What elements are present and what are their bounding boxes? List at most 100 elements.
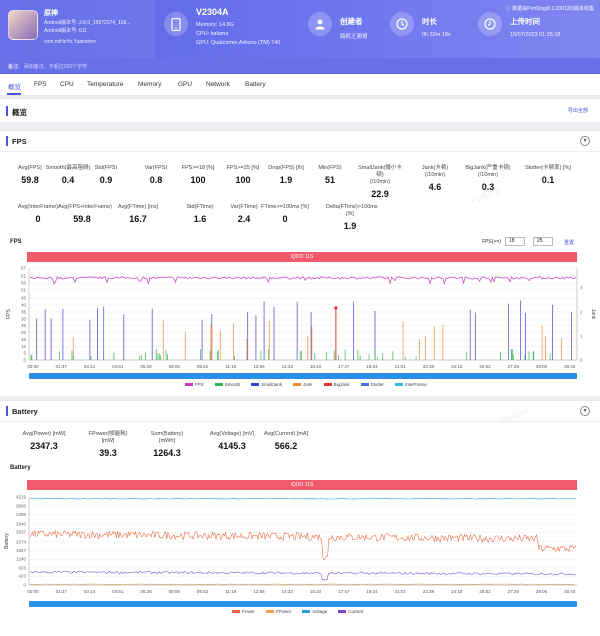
stat-value: 0.1 — [541, 175, 555, 185]
legend-item[interactable]: BigJank — [323, 382, 350, 387]
app-name: 原神 — [44, 10, 58, 17]
stat-label: Smooth(最高阻碍) — [45, 165, 91, 171]
y-tick-label: 2537 — [16, 530, 27, 535]
legend-label: Smooth — [224, 382, 241, 387]
note-label: 备注: — [8, 64, 20, 70]
y-tick-label: 51 — [21, 287, 27, 292]
battery-header: Battery ▾ — [0, 401, 600, 422]
x-tick-label: 29:06 — [536, 589, 548, 594]
stat-value: 0.3 — [481, 182, 495, 192]
note-bar[interactable]: 备注: 添加备注，不超过200个字符 — [0, 58, 600, 74]
y-tick-label-right: 1 — [580, 334, 583, 339]
legend-label: Current — [348, 609, 364, 614]
stat-value: 2347.3 — [30, 441, 58, 451]
tab-fps[interactable]: FPS — [34, 81, 47, 88]
x-tick-label: 00:00 — [27, 589, 39, 594]
legend-swatch — [214, 383, 223, 386]
overview-header: 概览 导出全部 — [0, 99, 600, 123]
x-tick-label: 17:47 — [338, 364, 350, 369]
legend-swatch — [302, 610, 311, 613]
tab-temperature[interactable]: Temperature — [87, 81, 124, 88]
y-tick-label: 3805 — [16, 503, 27, 508]
x-tick-label: 06:28 — [140, 364, 152, 369]
legend-item[interactable]: Smooth — [214, 382, 241, 387]
fps-threshold-input-2[interactable]: 25 — [533, 237, 553, 246]
y-tick-label: 61 — [21, 274, 27, 279]
note-input[interactable]: 添加备注，不超过200个字符 — [23, 64, 88, 70]
device-band: iQOO 11S — [27, 252, 577, 262]
stat-avg-fps: Avg(FPS) 59.8 — [6, 165, 54, 185]
x-tick-label: 24:15 — [451, 364, 463, 369]
y-tick-label: 2074 — [16, 539, 27, 544]
x-tick-label: 22:38 — [423, 589, 435, 594]
legend-item[interactable]: Power — [232, 609, 255, 614]
device-name: V2304A — [196, 7, 229, 17]
legend-item[interactable]: Stutter — [360, 382, 384, 387]
legend-item[interactable]: FPower — [265, 609, 292, 614]
legend-item[interactable]: FPS — [185, 382, 204, 387]
voltage-series-line — [30, 498, 577, 500]
stat-value: 566.2 — [274, 441, 298, 451]
fps-threshold-apply[interactable]: 重置 — [564, 240, 575, 246]
stat-label: Var(FPS) — [144, 165, 168, 171]
phone-icon — [164, 12, 188, 36]
battery-chart: 0 423 823 1240 1657 2074 2537 2940 3388 3805 4229 B… — [4, 495, 577, 594]
stat-label: Avg(InterFrame) — [18, 204, 58, 210]
x-tick-label: 16:10 — [310, 364, 322, 369]
export-all-link[interactable]: 导出全部 — [567, 108, 588, 114]
legend-item[interactable]: InterFrame — [394, 382, 427, 387]
collapse-icon[interactable]: ▾ — [580, 406, 590, 416]
legend-item[interactable]: Jank — [293, 382, 313, 387]
tab-overview[interactable]: 概览 — [8, 84, 21, 91]
fps-threshold-input-1[interactable]: 18 — [505, 237, 525, 246]
y-tick-label: 0 — [23, 358, 26, 363]
device-info: V2304A Memory: 14.8G CPU: kalama GPU: Qu… — [158, 0, 298, 58]
stat-label: Jank(卡顿) (/10min) — [421, 165, 449, 178]
tab-network[interactable]: Network — [206, 81, 230, 88]
tab-gpu[interactable]: GPU — [178, 81, 193, 88]
stat-fps-18: FPS>=18 [%] 100 — [174, 165, 222, 185]
stat-label: Std(FTime) — [186, 204, 214, 210]
app-icon — [8, 10, 38, 40]
tab-cpu[interactable]: CPU — [60, 81, 74, 88]
stat-std-ftime: Std(FTime) 1.6 — [176, 204, 224, 224]
stat-label: FTime>=100ms [%] — [261, 204, 309, 210]
battery-timeline-slider[interactable] — [29, 601, 577, 607]
stat-label: Avg(FPS+InterFrame) — [58, 204, 112, 210]
fps-timeline-slider[interactable] — [29, 373, 577, 379]
legend-label: FPower — [275, 609, 292, 614]
clock-icon — [390, 12, 414, 36]
battery-title: Battery — [12, 407, 38, 416]
y-axis-label-right: Jank — [590, 309, 596, 320]
stat-avg-voltage-mv: Avg(Voltage) [mV] 4145.3 — [208, 431, 256, 451]
stat-label: Avg(Power) [mW] — [22, 431, 66, 437]
stat-value: 0 — [282, 214, 288, 224]
fps-title: FPS — [12, 137, 27, 146]
y-tick-label: 3388 — [16, 512, 27, 517]
stat-value: 100 — [235, 175, 251, 185]
y-tick-label-right: 0 — [580, 358, 583, 363]
legend-item[interactable]: SmallJank — [251, 382, 282, 387]
legend-item[interactable]: Voltage — [302, 609, 327, 614]
info-icon: ⓘ — [505, 6, 513, 12]
stat-ftime-100ms: FTime>=100ms [%] 0 — [261, 204, 309, 224]
stat-label: Avg(Current) [mA] — [263, 431, 309, 437]
fps-header: FPS ▾ — [0, 131, 600, 152]
collapse-icon[interactable]: ▾ — [580, 136, 590, 146]
stat-value: 22.9 — [371, 189, 389, 199]
legend-swatch — [265, 610, 274, 613]
tab-battery[interactable]: Battery — [245, 81, 266, 88]
section-marker — [6, 106, 8, 116]
app-package: com.miHoYo.Yuanshen — [44, 39, 96, 45]
stat-label: Drop(FPS) [/h] — [268, 165, 304, 171]
y-tick-label: 25 — [21, 323, 27, 328]
report-header: 原神 Android版本号: 3.8.0_15672274_159... And… — [0, 0, 600, 58]
stat-avg-ftime-ms: Avg(FTime) [ms] 16.7 — [114, 204, 162, 224]
y-tick-label: 1240 — [16, 557, 27, 562]
legend-item[interactable]: Current — [338, 609, 363, 614]
active-tab-indicator — [7, 93, 21, 95]
x-tick-label: 30:43 — [564, 364, 576, 369]
tab-memory[interactable]: Memory — [138, 81, 162, 88]
y-axis-label: Battery — [4, 533, 10, 549]
